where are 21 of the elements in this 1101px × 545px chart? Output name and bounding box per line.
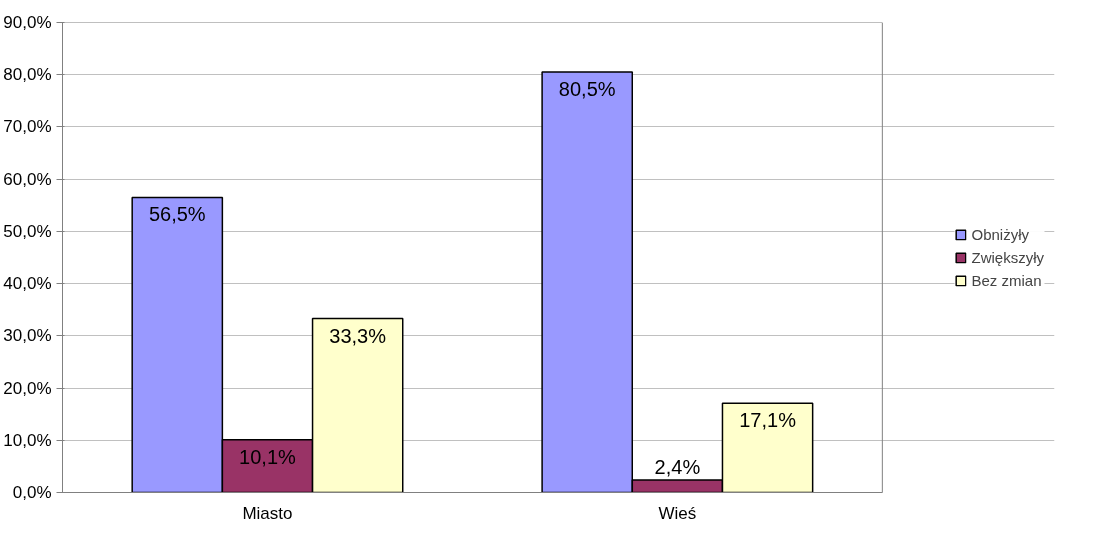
x-tick-label: Miasto — [242, 503, 293, 523]
y-tick-label: 80,0% — [3, 65, 52, 85]
y-tick-label: 40,0% — [3, 274, 52, 294]
data-label: 2,4% — [654, 455, 701, 478]
x-tick-label: Wieś — [658, 503, 697, 523]
legend-label: Zwiększyły — [971, 248, 1044, 266]
y-tick-label: 10,0% — [3, 430, 52, 450]
y-tick-label: 30,0% — [3, 326, 52, 346]
y-tick-label: 60,0% — [3, 169, 52, 189]
data-label: 10,1% — [239, 445, 297, 468]
legend-label: Obniżyły — [971, 225, 1030, 243]
data-label: 80,5% — [558, 78, 616, 101]
y-tick-label: 70,0% — [3, 117, 52, 137]
y-tick-label: 20,0% — [3, 378, 52, 398]
legend-label: Bez zmian — [971, 271, 1042, 289]
y-tick-label: 90,0% — [3, 13, 52, 32]
data-label: 33,3% — [329, 324, 387, 347]
y-tick-label: 50,0% — [3, 221, 52, 241]
y-tick-label: 0,0% — [12, 483, 52, 502]
data-label: 56,5% — [148, 203, 206, 226]
data-label: 17,1% — [739, 409, 797, 432]
